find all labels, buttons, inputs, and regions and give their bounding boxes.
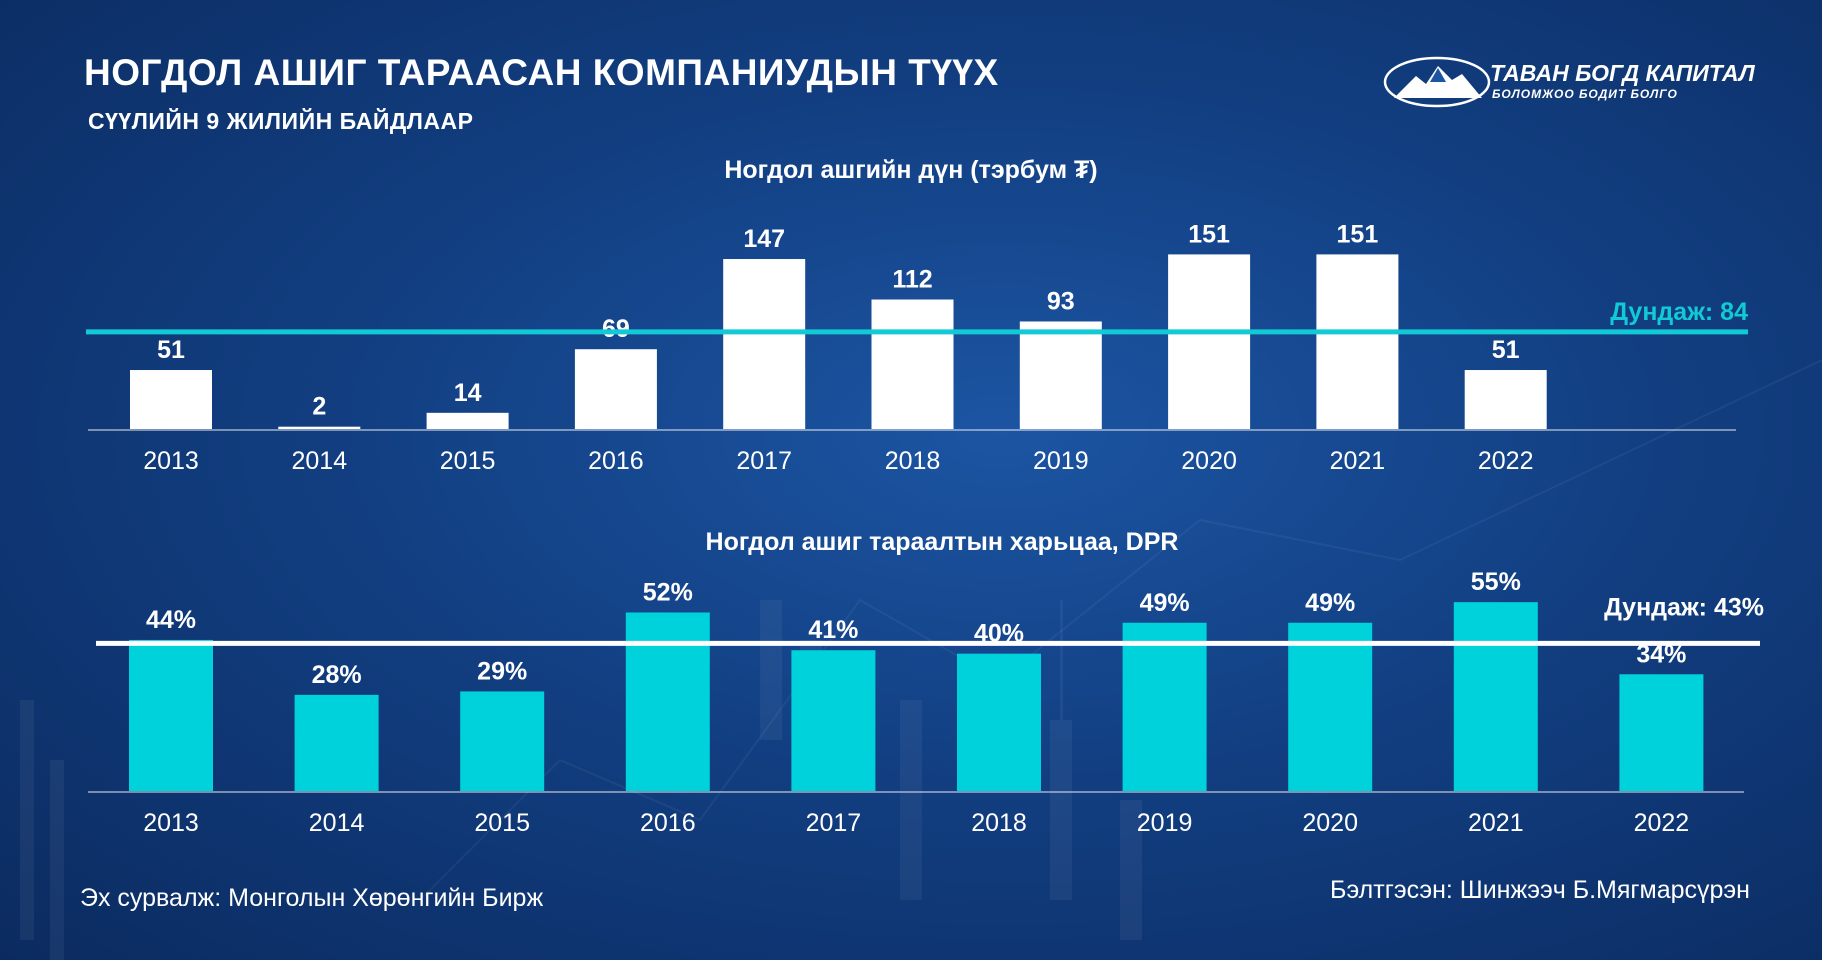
- bar-2013: [130, 370, 212, 429]
- x-tick-2014: 2014: [309, 809, 365, 837]
- bar-2018: [957, 653, 1041, 791]
- data-label-2022: 51: [1492, 336, 1520, 364]
- bar-2016: [625, 612, 710, 791]
- x-tick-2016: 2016: [588, 447, 644, 475]
- bar-2015: [460, 691, 545, 791]
- data-label-2013: 51: [157, 336, 185, 364]
- bar-2013: [129, 639, 213, 791]
- bar-2018: [871, 299, 954, 429]
- data-label-2013: 44%: [146, 606, 196, 634]
- average-label: Дундаж: 43%: [1604, 593, 1764, 621]
- data-label-2020: 49%: [1305, 589, 1355, 617]
- bar-2021: [1316, 254, 1399, 429]
- x-tick-2016: 2016: [640, 809, 696, 837]
- bar-2014: [294, 694, 379, 791]
- bar-2019: [1122, 622, 1207, 791]
- x-tick-2013: 2013: [143, 809, 199, 837]
- source-note: Эх сурвалж: Монголын Хөрөнгийн Бирж: [80, 884, 544, 912]
- data-label-2016: 52%: [643, 578, 693, 606]
- x-tick-2019: 2019: [1033, 447, 1089, 475]
- x-tick-2022: 2022: [1634, 809, 1690, 837]
- chart-title: Ногдол ашиг тараалтын харьцаа, DPR: [706, 528, 1179, 556]
- logo-name: ТАВАН БОГД КАПИТАЛ: [1490, 60, 1755, 86]
- x-tick-2021: 2021: [1330, 447, 1386, 475]
- data-label-2017: 147: [743, 225, 785, 253]
- page-subtitle: СҮҮЛИЙН 9 ЖИЛИЙН БАЙДЛААР: [88, 108, 474, 134]
- bar-2020: [1168, 254, 1251, 429]
- x-tick-2021: 2021: [1468, 809, 1524, 837]
- data-label-2015: 29%: [477, 657, 527, 685]
- data-label-2014: 2: [312, 393, 326, 421]
- bar-2021: [1453, 602, 1538, 791]
- bar-2017: [723, 259, 806, 429]
- data-label-2021: 151: [1337, 220, 1379, 248]
- average-label: Дундаж: 84: [1610, 298, 1748, 326]
- x-tick-2018: 2018: [885, 447, 941, 475]
- bar-2022: [1464, 370, 1547, 429]
- author-note: Бэлтгэсэн: Шинжээч Б.Мягмарсүрэн: [1330, 876, 1750, 904]
- data-label-2019: 93: [1047, 287, 1075, 315]
- data-label-2017: 41%: [808, 616, 858, 644]
- bar-2019: [1019, 321, 1102, 429]
- x-tick-2013: 2013: [143, 447, 199, 475]
- logo-tagline: БОЛОМЖОО БОДИТ БОЛГО: [1492, 87, 1678, 101]
- x-tick-2015: 2015: [474, 809, 530, 837]
- bar-2016: [574, 349, 657, 429]
- data-label-2015: 14: [454, 379, 482, 407]
- x-tick-2014: 2014: [291, 447, 347, 475]
- page-title: НОГДОЛ АШИГ ТАРААСАН КОМПАНИУДЫН ТҮҮХ: [84, 52, 999, 93]
- x-tick-2017: 2017: [736, 447, 792, 475]
- bar-2020: [1288, 622, 1373, 791]
- x-tick-2019: 2019: [1137, 809, 1193, 837]
- data-label-2020: 151: [1188, 220, 1230, 248]
- bar-2015: [426, 412, 509, 429]
- x-tick-2015: 2015: [440, 447, 496, 475]
- data-label-2018: 112: [892, 266, 932, 294]
- mountain-logo-icon: [1383, 56, 1491, 108]
- x-tick-2022: 2022: [1478, 447, 1534, 475]
- chart-title: Ногдол ашгийн дүн (тэрбум ₮): [724, 156, 1097, 184]
- x-tick-2020: 2020: [1302, 809, 1358, 837]
- bar-2022: [1619, 674, 1704, 791]
- x-tick-2017: 2017: [806, 809, 862, 837]
- bar-2017: [791, 650, 876, 791]
- x-tick-2020: 2020: [1181, 447, 1237, 475]
- data-label-2014: 28%: [312, 661, 362, 689]
- data-label-2021: 55%: [1471, 568, 1521, 596]
- data-label-2019: 49%: [1140, 589, 1190, 617]
- x-tick-2018: 2018: [971, 809, 1027, 837]
- company-logo: ТАВАН БОГД КАПИТАЛ БОЛОМЖОО БОДИТ БОЛГО: [1382, 54, 1755, 110]
- bar-2014: [278, 426, 361, 429]
- data-label-2016: 69: [602, 315, 630, 343]
